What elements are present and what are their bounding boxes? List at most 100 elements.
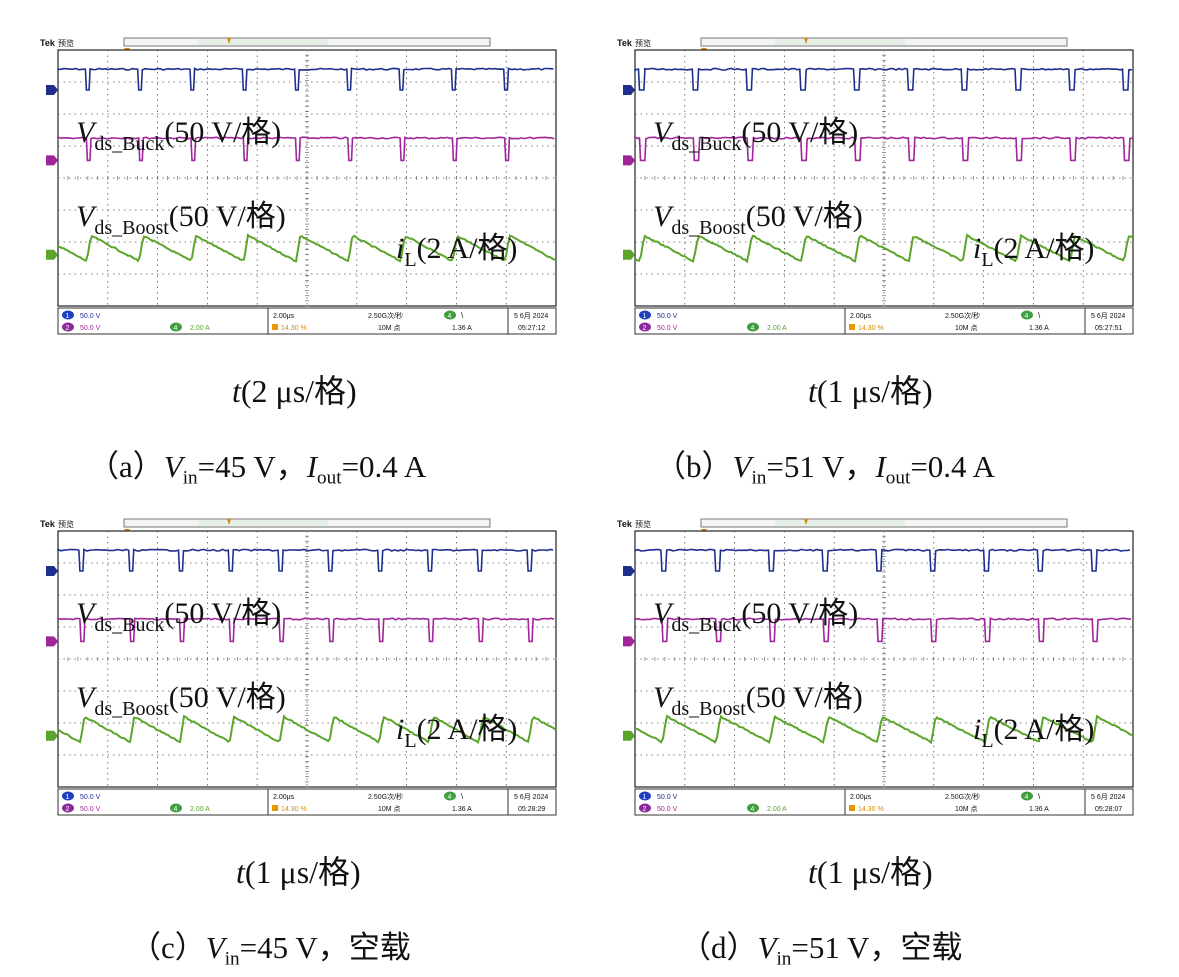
ch2-badge-num: 2 — [643, 806, 647, 813]
ch2-scale: 50.0 V — [657, 806, 678, 813]
vds-boost-trace — [57, 136, 555, 162]
ch4-badge — [747, 322, 759, 332]
ch4-scale: 2.00 A — [190, 325, 210, 332]
ch1-scale: 50.0 V — [80, 313, 101, 320]
time: 05:28:29 — [518, 806, 545, 813]
ch2-badge — [62, 322, 74, 332]
trigger-offset-icon — [272, 805, 278, 811]
ch2-badge — [639, 322, 651, 332]
ch2-ground-marker — [623, 636, 635, 647]
ch1-ground-marker — [623, 566, 635, 576]
record-window — [198, 520, 328, 526]
vds-buck-trace — [634, 67, 1132, 91]
trigger-slope-icon: \ — [461, 792, 464, 801]
inductor-current-trace — [634, 233, 1134, 264]
trigger-offset-icon — [849, 324, 855, 330]
trigger-level: 1.36 A — [1029, 806, 1049, 813]
trace-label: Vds_Boost(50 V/格) — [653, 200, 863, 239]
record-length: 10M 点 — [955, 324, 978, 332]
trace-label: iL(2 A/格) — [396, 713, 517, 752]
ch1-scale: 50.0 V — [657, 313, 678, 320]
acquisition-mode: 预览 — [635, 38, 651, 48]
trace-label: Vds_Boost(50 V/格) — [76, 200, 286, 239]
ch2-ground-marker — [46, 636, 58, 647]
horizontal-scale: 2.00μs — [850, 794, 872, 801]
ch4-badge — [170, 322, 182, 332]
sample-rate: 2.50G次/秒 — [368, 311, 403, 320]
sample-rate: 2.50G次/秒 — [945, 792, 980, 801]
acquisition-mode: 预览 — [58, 519, 74, 529]
trigger-source-badge-num: 4 — [1025, 313, 1029, 320]
trace-label: Vds_Boost(50 V/格) — [76, 681, 286, 720]
tek-logo: Tek — [40, 38, 56, 48]
ch1-ground-marker — [623, 85, 635, 95]
date: 5 6月 2024 — [1091, 312, 1125, 320]
ch4-badge — [747, 803, 759, 813]
record-length: 10M 点 — [378, 805, 401, 813]
time-axis-label: t(1 μs/格) — [236, 854, 361, 890]
time-axis-label: t(2 μs/格) — [232, 373, 357, 409]
trace-label: Vds_Buck(50 V/格) — [76, 116, 281, 155]
trigger-source-badge — [1021, 310, 1033, 320]
trigger-offset-icon — [849, 805, 855, 811]
inductor-current-trace — [634, 714, 1134, 745]
trigger-source-badge-num: 4 — [448, 313, 452, 320]
acquisition-mode: 预览 — [635, 519, 651, 529]
sample-rate: 2.50G次/秒 — [945, 311, 980, 320]
ch4-ground-marker — [46, 730, 58, 741]
acquisition-mode: 预览 — [58, 38, 74, 48]
trigger-offset: 14.30 % — [858, 806, 884, 813]
ch1-scale: 50.0 V — [657, 794, 678, 801]
trigger-source-badge-num: 4 — [1025, 794, 1029, 801]
inductor-current-trace — [57, 233, 557, 263]
ch2-scale: 50.0 V — [80, 325, 101, 332]
scope-panel-d: Tek 预览 Vds_Buck(50 V/格) Vds_Boost(50 V/格) iL… — [615, 515, 1160, 835]
trigger-source-badge-num: 4 — [448, 794, 452, 801]
ch4-badge-num: 4 — [174, 806, 178, 813]
date: 5 6月 2024 — [514, 793, 548, 801]
oscilloscope-screen: Tek 预览 Vds_Buck(50 V/格) Vds_Boost(50 V/格) iL… — [40, 518, 557, 816]
ch4-scale: 2.00 A — [190, 806, 210, 813]
inductor-current-trace — [57, 714, 557, 744]
time-axis-label: t(1 μs/格) — [808, 373, 933, 409]
trigger-level: 1.36 A — [1029, 325, 1049, 332]
scope-panel-a: Tek 预览 Vds_Buck(50 V/格) Vds_Boost(50 V/格) iL… — [38, 34, 583, 354]
trace-label: Vds_Buck(50 V/格) — [653, 597, 858, 636]
trace-label: Vds_Boost(50 V/格) — [653, 681, 863, 720]
trigger-source-badge — [1021, 791, 1033, 801]
trigger-position-icon — [227, 519, 231, 525]
vds-buck-trace — [57, 548, 554, 572]
ch1-badge-num: 1 — [66, 794, 70, 801]
trigger-offset: 14.30 % — [858, 325, 884, 332]
horizontal-scale: 2.00μs — [273, 794, 295, 801]
record-window — [775, 39, 905, 45]
ch2-ground-marker — [46, 155, 58, 166]
trace-label: Vds_Buck(50 V/格) — [653, 116, 858, 155]
ch4-ground-marker — [623, 730, 635, 741]
ch1-scale: 50.0 V — [80, 794, 101, 801]
date: 5 6月 2024 — [514, 312, 548, 320]
trigger-offset-icon — [272, 324, 278, 330]
trigger-slope-icon: \ — [1038, 792, 1041, 801]
ch1-badge — [639, 310, 651, 320]
oscilloscope-screen: Tek 预览 Vds_Buck(50 V/格) Vds_Boost(50 V/格) iL… — [40, 37, 557, 335]
ch2-scale: 50.0 V — [657, 325, 678, 332]
ch4-ground-marker — [623, 249, 635, 260]
ch1-ground-marker — [46, 566, 58, 576]
ch4-scale: 2.00 A — [767, 325, 787, 332]
status-bar — [634, 307, 1134, 335]
ch2-badge-num: 2 — [643, 325, 647, 332]
status-bar — [57, 307, 557, 335]
trace-label: Vds_Buck(50 V/格) — [76, 597, 281, 636]
tek-logo: Tek — [617, 38, 633, 48]
time: 05:28:07 — [1095, 806, 1122, 813]
record-length: 10M 点 — [378, 324, 401, 332]
vds-boost-trace — [634, 616, 1132, 643]
trigger-position-icon — [227, 38, 231, 44]
ch4-badge-num: 4 — [751, 806, 755, 813]
ch2-ground-marker — [623, 155, 635, 166]
record-window — [775, 520, 905, 526]
vds-boost-trace — [634, 136, 1134, 162]
ch1-badge — [62, 791, 74, 801]
ch1-badge — [62, 310, 74, 320]
